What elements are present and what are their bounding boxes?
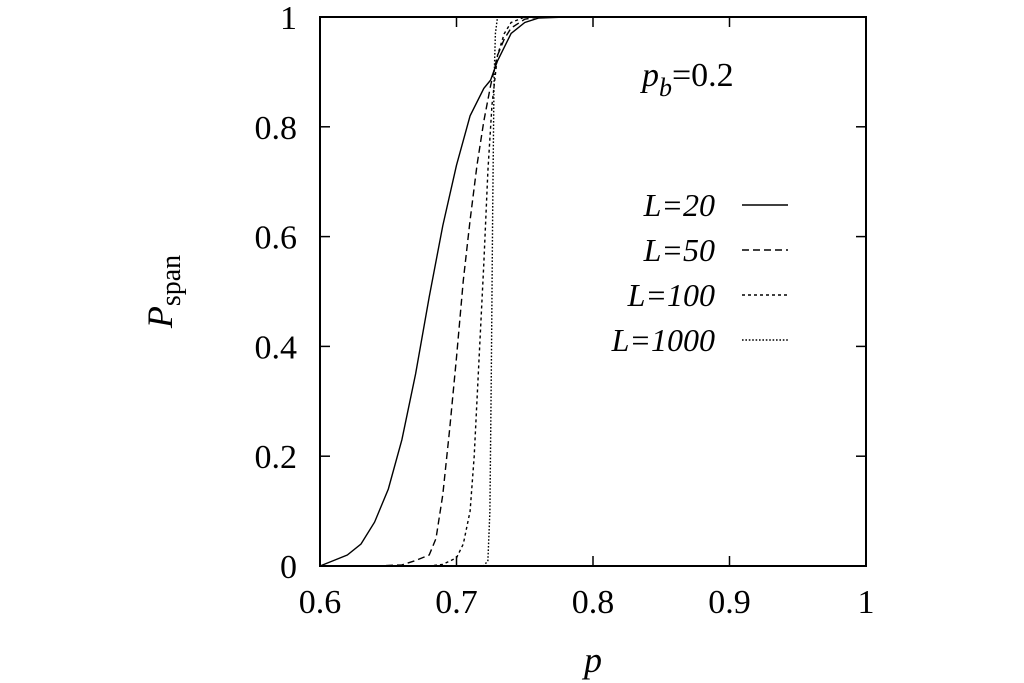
y-tick-label: 0.2 xyxy=(255,439,298,476)
x-tick-label: 0.6 xyxy=(299,584,342,621)
x-axis-title: p xyxy=(581,640,602,680)
series-line-l-50 xyxy=(320,16,866,567)
x-tick-label: 0.9 xyxy=(708,584,751,621)
y-tick-label: 0.4 xyxy=(255,329,298,366)
y-axis-title: Pspan xyxy=(140,255,187,329)
pb-annotation: pb=0.2 xyxy=(640,57,734,102)
ticks-layer: 0.6 0.7 0.8 0.9 1 0 0.2 0.4 0.6 0.8 1 xyxy=(255,0,875,621)
series-line-l-1000 xyxy=(320,16,866,567)
y-tick-label: 0 xyxy=(280,549,297,586)
annotation-symbol: p xyxy=(640,57,659,94)
y-axis-title-subscript: span xyxy=(156,255,187,306)
legend: L=20 L=50 L=100 L=1000 xyxy=(611,187,788,358)
legend-label: L=20 xyxy=(643,187,715,223)
series-layer xyxy=(319,16,866,567)
y-tick-label: 1 xyxy=(280,0,297,37)
y-tick-label: 0.8 xyxy=(255,110,298,147)
series-line-l-100 xyxy=(320,16,866,567)
x-tick-label: 0.7 xyxy=(435,584,478,621)
y-axis-title-main: P xyxy=(140,306,180,329)
annotation-value: =0.2 xyxy=(672,57,734,94)
y-tick-label: 0.6 xyxy=(255,220,298,257)
x-tick-label: 0.8 xyxy=(572,584,615,621)
annotation-subscript: b xyxy=(659,73,672,102)
plot-frame xyxy=(319,16,867,567)
legend-label: L=1000 xyxy=(611,322,715,358)
legend-label: L=50 xyxy=(643,232,715,268)
x-tick-label: 1 xyxy=(858,584,875,621)
legend-label: L=100 xyxy=(627,277,715,313)
series-line-l-20 xyxy=(319,16,866,567)
